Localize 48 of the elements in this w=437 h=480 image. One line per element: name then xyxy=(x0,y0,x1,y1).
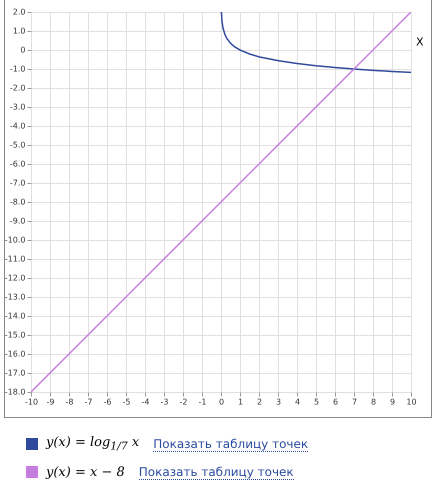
y-tick-label: -7.0 xyxy=(10,178,26,188)
x-tick-label: -2 xyxy=(180,398,188,406)
x-axis-title: X xyxy=(416,36,424,48)
x-tick-label: 5 xyxy=(314,398,320,406)
x-tick-label: 7 xyxy=(352,398,358,406)
x-tick-label: -5 xyxy=(122,398,130,406)
y-tick-label: -12.0 xyxy=(4,274,26,282)
x-tick-label: 1 xyxy=(238,398,244,406)
y-tick-label: -4.0 xyxy=(10,122,26,130)
y-tick-label: -6.0 xyxy=(10,160,26,168)
y-tick-label: -9.0 xyxy=(10,216,26,226)
y-tick-label: -18.0 xyxy=(4,388,26,396)
text: Показать таблицу точек xyxy=(153,436,308,452)
y-tick-label: -3.0 xyxy=(10,102,26,112)
y-tick-label: -1.0 xyxy=(10,64,26,74)
x-tick-label: 8 xyxy=(370,398,376,406)
y-tick-label: 2.0 xyxy=(12,8,26,16)
x-tick-label: 10 xyxy=(406,398,417,406)
x-tick-label: 9 xyxy=(390,398,396,406)
text: Показать таблицу точек xyxy=(138,464,294,480)
y-tick-label: -15.0 xyxy=(4,330,26,340)
x-tick-label: -1 xyxy=(198,398,206,406)
y-tick-label: -14.0 xyxy=(4,312,26,320)
x-tick-label: 6 xyxy=(332,398,338,406)
x-tick-label: -3 xyxy=(160,398,168,406)
x-tick-label: -8 xyxy=(66,398,74,406)
y-tick-label: -13.0 xyxy=(4,292,26,302)
y-tick-label: -10.0 xyxy=(4,236,26,244)
legend-label: y(x) = log$_{1/7}$ x xyxy=(46,435,140,453)
x-tick-label: -4 xyxy=(142,398,150,406)
y-tick-label: -17.0 xyxy=(4,368,26,378)
x-tick-label: 4 xyxy=(294,398,300,406)
x-tick-label: 0 xyxy=(218,398,224,406)
line-series xyxy=(220,12,411,74)
y-tick-label: -5.0 xyxy=(10,140,26,150)
y-tick-label: 0 xyxy=(20,46,26,54)
y-tick-label: 1.0 xyxy=(12,26,26,36)
x-tick-label: -7 xyxy=(84,398,92,406)
y-tick-label: -2.0 xyxy=(10,84,26,92)
x-tick-label: -6 xyxy=(104,398,112,406)
x-tick-label: 3 xyxy=(276,398,282,406)
x-tick-label: 2 xyxy=(256,398,262,406)
x-tick-label: -9 xyxy=(46,398,54,406)
legend-label: y(x) = x − 8 xyxy=(46,464,125,480)
y-tick-label: -8.0 xyxy=(10,198,26,206)
y-tick-label: -16.0 xyxy=(4,350,26,358)
x-tick-label: -10 xyxy=(24,398,38,406)
y-tick-label: -11.0 xyxy=(4,254,26,264)
